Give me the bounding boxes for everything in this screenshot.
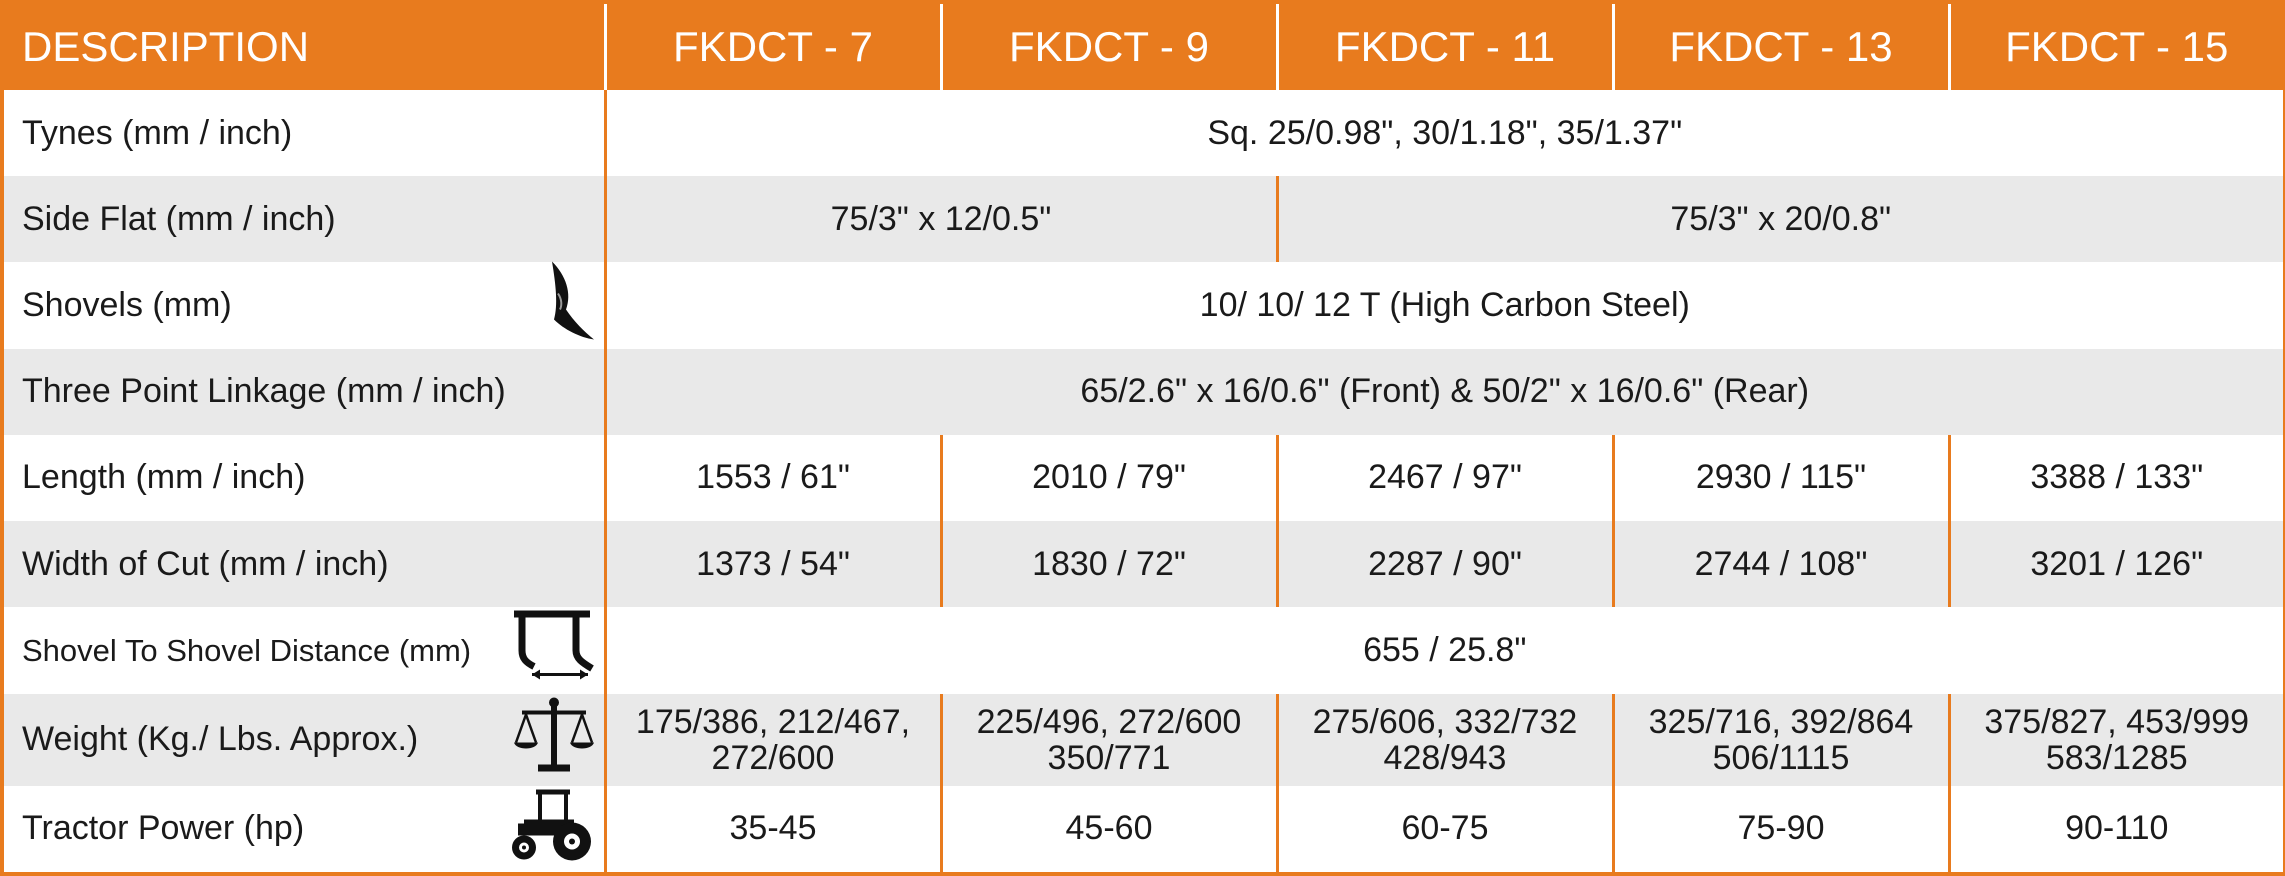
row-value-line: 225/496, 272/600 xyxy=(976,702,1242,741)
row-value: 225/496, 272/600 350/771 xyxy=(939,693,1277,786)
header-model: FKDCT - 9 xyxy=(939,2,1277,90)
row-value: 45-60 xyxy=(939,785,1277,874)
header-model: FKDCT - 11 xyxy=(1275,2,1613,90)
row-value: Sq. 25/0.98", 30/1.18", 35/1.37" xyxy=(603,90,2285,177)
row-value-line: 506/1115 xyxy=(1712,738,1850,777)
balance-scale-icon xyxy=(512,696,596,783)
shovel-distance-icon xyxy=(510,607,596,694)
row-value-line: 375/827, 453/999 xyxy=(1984,702,2250,741)
row-value: 35-45 xyxy=(603,785,941,874)
row-value-line: 275/606, 332/732 xyxy=(1312,702,1578,741)
row-value-line: 350/771 xyxy=(1047,738,1171,777)
row-three-point-linkage: Three Point Linkage (mm / inch) 65/2.6" … xyxy=(0,348,2285,435)
row-value-line: 175/386, 212/467, xyxy=(635,702,911,741)
row-value: 655 / 25.8" xyxy=(603,607,2285,694)
row-label-text: Shovel To Shovel Distance (mm) xyxy=(22,632,472,668)
row-value: 75-90 xyxy=(1611,785,1949,874)
row-value: 2467 / 97" xyxy=(1275,434,1613,522)
row-value: 275/606, 332/732 428/943 xyxy=(1275,693,1613,786)
row-value-line: 272/600 xyxy=(711,738,835,777)
row-label: Tynes (mm / inch) xyxy=(0,90,605,177)
row-tynes: Tynes (mm / inch) Sq. 25/0.98", 30/1.18"… xyxy=(0,90,2285,177)
row-value: 60-75 xyxy=(1275,785,1613,874)
row-label: Shovels (mm) xyxy=(0,261,605,349)
header-model: FKDCT - 7 xyxy=(603,2,941,90)
row-value: 2010 / 79" xyxy=(939,434,1277,522)
row-side-flat: Side Flat (mm / inch) 75/3" x 12/0.5" 75… xyxy=(0,176,2285,263)
row-value: 75/3" x 12/0.5" xyxy=(603,176,1277,263)
row-width-of-cut: Width of Cut (mm / inch) 1373 / 54" 1830… xyxy=(0,521,2285,608)
row-value: 65/2.6" x 16/0.6" (Front) & 50/2" x 16/0… xyxy=(603,348,2285,435)
tractor-icon xyxy=(506,785,596,872)
row-label: Weight (Kg./ Lbs. Approx.) xyxy=(0,693,605,786)
row-value: 1830 / 72" xyxy=(939,521,1277,608)
row-shovel-distance: Shovel To Shovel Distance (mm) 655 / 25.… xyxy=(0,607,2285,694)
row-label: Shovel To Shovel Distance (mm) xyxy=(0,607,605,694)
row-label-text: Shovels (mm) xyxy=(22,286,232,325)
row-value: 3388 / 133" xyxy=(1947,434,2285,522)
row-shovels: Shovels (mm) 10/ 10/ 12 T (High Carbon S… xyxy=(0,261,2285,349)
row-value: 1373 / 54" xyxy=(603,521,941,608)
row-value: 175/386, 212/467, 272/600 xyxy=(603,693,941,786)
row-value: 90-110 xyxy=(1947,785,2285,874)
row-value: 3201 / 126" xyxy=(1947,521,2285,608)
row-weight: Weight (Kg./ Lbs. Approx.) 175/386 xyxy=(0,693,2285,786)
header-model: FKDCT - 13 xyxy=(1611,2,1949,90)
row-value: 325/716, 392/864 506/1115 xyxy=(1611,693,1949,786)
row-value: 375/827, 453/999 583/1285 xyxy=(1947,693,2285,786)
row-label: Side Flat (mm / inch) xyxy=(0,176,605,263)
header-model: FKDCT - 15 xyxy=(1947,2,2285,90)
row-value: 2930 / 115" xyxy=(1611,434,1949,522)
header-row: DESCRIPTION FKDCT - 7 FKDCT - 9 FKDCT - … xyxy=(2,2,2285,90)
row-value-line: 428/943 xyxy=(1383,738,1507,777)
row-value: 2744 / 108" xyxy=(1611,521,1949,608)
row-value: 75/3" x 20/0.8" xyxy=(1275,176,2285,263)
row-value: 2287 / 90" xyxy=(1275,521,1613,608)
row-label: Width of Cut (mm / inch) xyxy=(0,521,605,608)
row-label-text: Weight (Kg./ Lbs. Approx.) xyxy=(22,720,419,759)
row-label: Tractor Power (hp) xyxy=(0,785,605,874)
row-length: Length (mm / inch) 1553 / 61" 2010 / 79"… xyxy=(0,434,2285,522)
header-description: DESCRIPTION xyxy=(2,2,605,90)
shovel-icon xyxy=(546,259,596,352)
row-value: 1553 / 61" xyxy=(603,434,941,522)
row-value-line: 325/716, 392/864 xyxy=(1648,702,1914,741)
row-value-line: 583/1285 xyxy=(2045,738,2188,777)
row-value: 10/ 10/ 12 T (High Carbon Steel) xyxy=(603,262,2285,349)
row-label: Three Point Linkage (mm / inch) xyxy=(0,348,605,435)
row-label: Length (mm / inch) xyxy=(0,434,605,522)
row-label-text: Tractor Power (hp) xyxy=(22,809,305,848)
row-tractor-power: Tractor Power (hp) xyxy=(0,785,2285,874)
